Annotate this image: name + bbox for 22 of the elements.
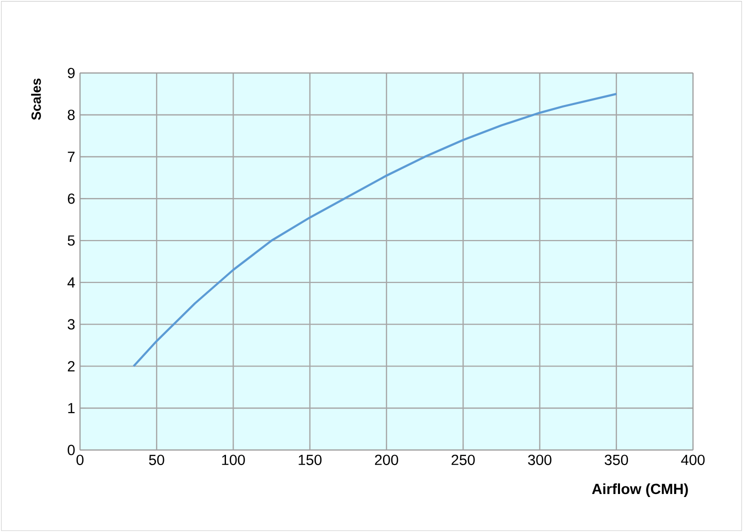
x-tick-label: 200 bbox=[374, 454, 398, 466]
x-tick-label: 100 bbox=[222, 454, 245, 466]
line-series bbox=[132, 92, 618, 368]
y-tick-label: 8 bbox=[68, 110, 75, 120]
x-tick-label: 50 bbox=[149, 454, 164, 466]
y-tick-label: 2 bbox=[68, 361, 75, 372]
y-tick-label: 6 bbox=[68, 193, 75, 204]
y-tick-label: 7 bbox=[68, 152, 75, 162]
y-tick-label: 9 bbox=[68, 68, 75, 78]
x-tick-label: 350 bbox=[604, 454, 628, 466]
y-axis-title: Scales bbox=[31, 78, 41, 120]
x-tick-label: 150 bbox=[298, 454, 322, 466]
x-axis-title: Airflow (CMH) bbox=[592, 483, 688, 498]
x-tick-label: 0 bbox=[76, 454, 84, 466]
y-tick-label: 0 bbox=[68, 444, 75, 456]
y-tick-label: 4 bbox=[67, 277, 75, 288]
x-tick-label: 400 bbox=[681, 454, 705, 466]
x-tick-label: 250 bbox=[452, 454, 475, 466]
y-tick-label: 5 bbox=[68, 235, 75, 246]
x-tick-label: 300 bbox=[528, 454, 552, 466]
y-tick-label: 3 bbox=[68, 319, 75, 330]
y-tick-label: 1 bbox=[68, 403, 75, 414]
